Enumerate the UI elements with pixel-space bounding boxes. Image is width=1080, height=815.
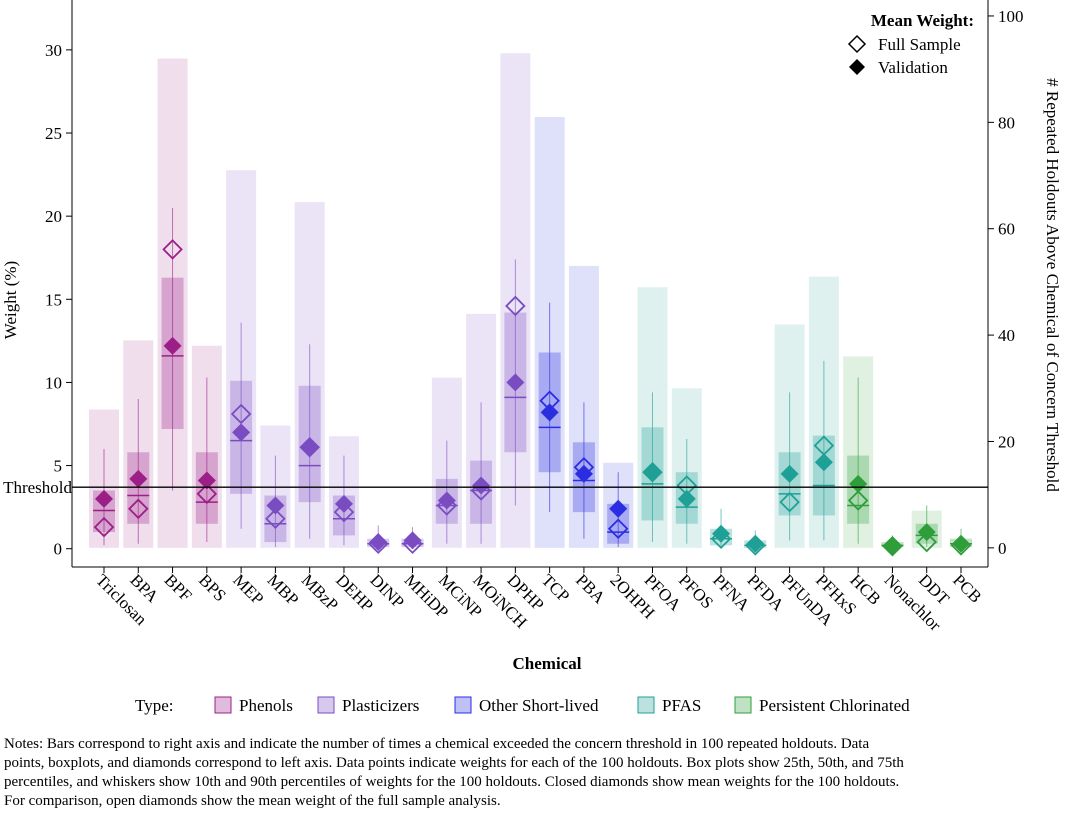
- y-tick-label: 10: [45, 373, 62, 392]
- validation-mean: [437, 491, 456, 510]
- y-tick-label: 30: [45, 41, 62, 60]
- validation-mean: [952, 534, 970, 553]
- validation-mean: [643, 463, 662, 482]
- x-tick-label: PFNA: [709, 570, 754, 615]
- y-tick-label: 25: [45, 124, 62, 143]
- y2-tick-label: 40: [998, 326, 1015, 345]
- legend-label: Plasticizers: [342, 696, 419, 715]
- x-tick-label: MEP: [229, 570, 267, 608]
- x-tick-label: MBzP: [298, 570, 342, 614]
- validation-mean: [506, 373, 525, 392]
- legend-label: Phenols: [239, 696, 293, 715]
- validation-mean: [609, 499, 628, 518]
- validation-mean: [849, 474, 868, 493]
- validation-mean: [677, 489, 696, 508]
- note: points, boxplots, and diamonds correspon…: [4, 755, 904, 771]
- legend-label: Other Short-lived: [479, 696, 599, 715]
- type-legend-title: Type:: [135, 696, 173, 715]
- y2-tick-label: 100: [998, 7, 1024, 26]
- legend-swatch: [454, 696, 472, 714]
- x-tick-label: PFOS: [675, 570, 717, 612]
- full-mean: [916, 531, 937, 553]
- legend-open-diamond: [847, 34, 867, 54]
- legend-swatch: [317, 696, 335, 714]
- validation-mean: [814, 453, 833, 472]
- y-tick-label: 20: [45, 207, 62, 226]
- box: [812, 435, 835, 516]
- legend-label: Validation: [878, 58, 948, 77]
- y2-tick-label: 20: [998, 432, 1015, 451]
- note: Notes: Bars correspond to right axis and…: [4, 736, 869, 752]
- full-mean: [607, 518, 629, 540]
- y-tick-label: 15: [45, 290, 62, 309]
- validation-mean: [95, 489, 113, 508]
- validation-mean: [300, 438, 319, 457]
- validation-mean: [883, 536, 902, 555]
- legend-label: Persistent Chlorinated: [759, 696, 910, 715]
- validation-mean: [574, 464, 593, 483]
- full-mean: [847, 490, 869, 511]
- validation-mean: [403, 531, 422, 550]
- full-mean: [230, 403, 252, 425]
- x-tick-label: PFDA: [743, 570, 788, 615]
- mean-legend-title: Mean Weight:: [871, 11, 974, 30]
- legend-swatch: [734, 696, 752, 714]
- validation-mean: [780, 464, 799, 483]
- y2-tick-label: 0: [998, 539, 1007, 558]
- y2-tick-label: 60: [998, 220, 1015, 239]
- full-mean: [128, 498, 149, 520]
- validation-mean: [266, 496, 285, 515]
- validation-mean: [163, 336, 182, 355]
- box: [778, 452, 801, 516]
- full-mean: [779, 491, 800, 513]
- full-mean: [265, 508, 286, 530]
- legend-label: Full Sample: [878, 35, 961, 54]
- validation-mean: [369, 533, 388, 552]
- legend-closed-diamond: [849, 59, 865, 75]
- full-mean: [333, 501, 355, 523]
- x-tick-label: PBA: [572, 570, 609, 607]
- threshold-label: Threshold: [3, 478, 72, 497]
- x-axis-title: Chemical: [513, 654, 582, 673]
- validation-mean: [917, 523, 936, 542]
- validation-mean: [712, 524, 731, 543]
- full-mean: [196, 483, 218, 505]
- box: [607, 503, 630, 544]
- y-tick-label: 5: [54, 457, 63, 476]
- validation-mean: [334, 494, 353, 513]
- x-tick-label: BPS: [195, 570, 230, 605]
- y2-tick-label: 80: [998, 113, 1015, 132]
- validation-mean: [129, 469, 148, 488]
- note: percentiles, and whiskers show 10th and …: [4, 774, 899, 790]
- validation-mean: [540, 403, 559, 422]
- y-axis-title: Weight (%): [1, 261, 20, 339]
- full-mean: [162, 239, 183, 260]
- y-tick-label: 0: [54, 540, 63, 559]
- y2-axis-title: # Repeated Holdouts Above Chemical of Co…: [1043, 78, 1062, 492]
- validation-mean: [232, 423, 251, 442]
- box: [127, 452, 150, 524]
- validation-mean: [472, 476, 491, 495]
- x-tick-label: PCB: [949, 570, 985, 606]
- full-mean: [505, 295, 526, 317]
- x-tick-label: MBP: [264, 570, 303, 609]
- validation-mean: [197, 471, 216, 490]
- full-mean: [93, 516, 115, 538]
- legend-swatch: [214, 696, 232, 714]
- note: For comparison, open diamonds show the m…: [4, 793, 501, 809]
- validation-mean: [746, 534, 765, 553]
- x-tick-label: DEHP: [332, 570, 377, 615]
- x-tick-label: BPF: [161, 570, 196, 605]
- legend-swatch: [637, 696, 655, 714]
- legend-label: PFAS: [662, 696, 701, 715]
